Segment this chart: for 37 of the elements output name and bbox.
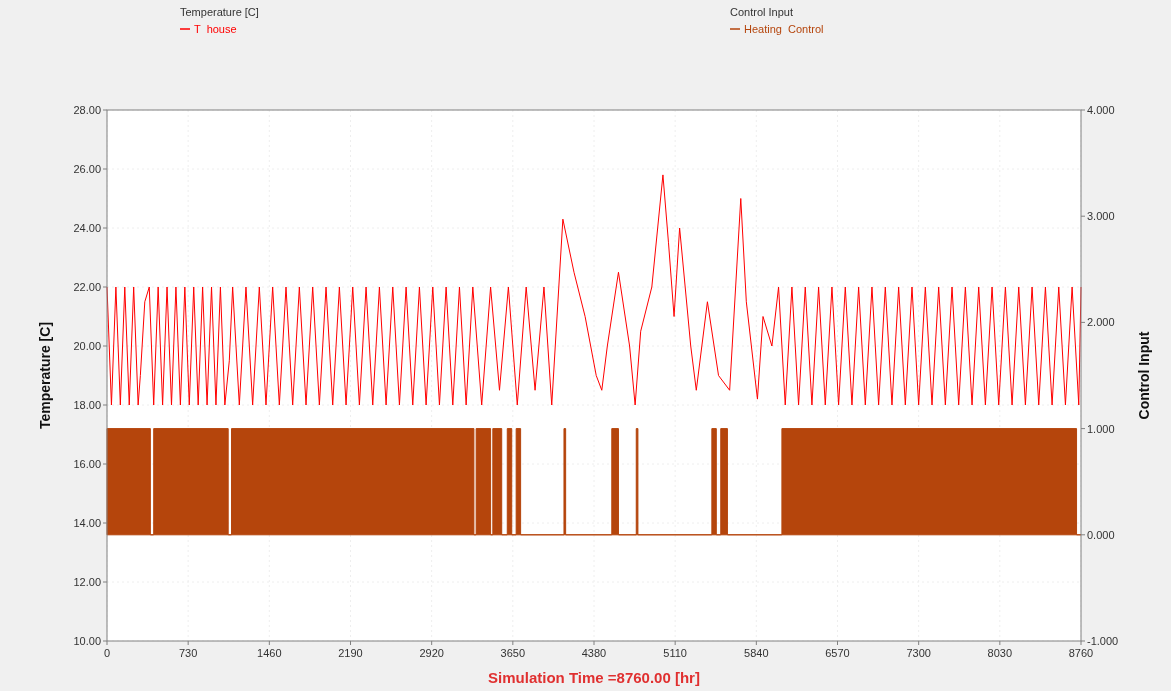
y-tick-label: 16.00 xyxy=(73,458,101,470)
y-tick-label: 20.00 xyxy=(73,340,101,352)
legend-label: T house xyxy=(194,23,237,35)
y-tick-label: 24.00 xyxy=(73,222,101,234)
x-tick-label: 7300 xyxy=(906,647,931,659)
text: Control Input xyxy=(730,6,793,18)
x-tick-label: 8030 xyxy=(987,647,1013,659)
y-tick-label: 10.00 xyxy=(73,635,101,647)
y2-tick-label: 3.000 xyxy=(1087,210,1115,223)
x-tick-label: 0 xyxy=(103,647,111,659)
x-tick-label: 5110 xyxy=(663,647,687,659)
legend-label: Heating Control xyxy=(744,23,824,35)
y-tick-label: 26.00 xyxy=(73,163,101,175)
x-tick-label: 4380 xyxy=(581,647,607,659)
y2-tick-label: -1.000 xyxy=(1087,635,1119,647)
y2-axis-title: Control Input xyxy=(1136,331,1152,420)
x-tick-label: 2190 xyxy=(338,647,363,659)
x-tick-label: 3650 xyxy=(500,647,526,659)
x-tick-label: 5840 xyxy=(744,647,769,659)
y-axis-title: Temperature [C] xyxy=(37,321,53,430)
x-axis-title: Simulation Time =8760.00 [hr] xyxy=(488,669,700,686)
y-tick-label: 28.00 xyxy=(73,104,101,116)
x-tick-label: 2920 xyxy=(419,647,444,659)
text: Temperature [C] xyxy=(180,6,259,18)
x-tick-label: 1460 xyxy=(257,647,282,659)
x-tick-label: 8760 xyxy=(1068,647,1094,659)
line-series xyxy=(106,174,1082,406)
y-tick-label: 12.00 xyxy=(73,576,101,588)
y-tick-label: 14.00 xyxy=(73,517,101,529)
x-tick-label: 730 xyxy=(178,647,198,659)
y2-tick-label: 4.000 xyxy=(1087,104,1115,116)
y2-tick-label: 2.000 xyxy=(1087,316,1115,329)
y-tick-label: 22.00 xyxy=(73,281,101,293)
y2-tick-label: 1.000 xyxy=(1087,422,1115,435)
y-tick-label: 18.00 xyxy=(73,399,101,411)
x-tick-label: 6570 xyxy=(825,647,850,659)
y2-tick-label: 0.000 xyxy=(1087,528,1115,541)
